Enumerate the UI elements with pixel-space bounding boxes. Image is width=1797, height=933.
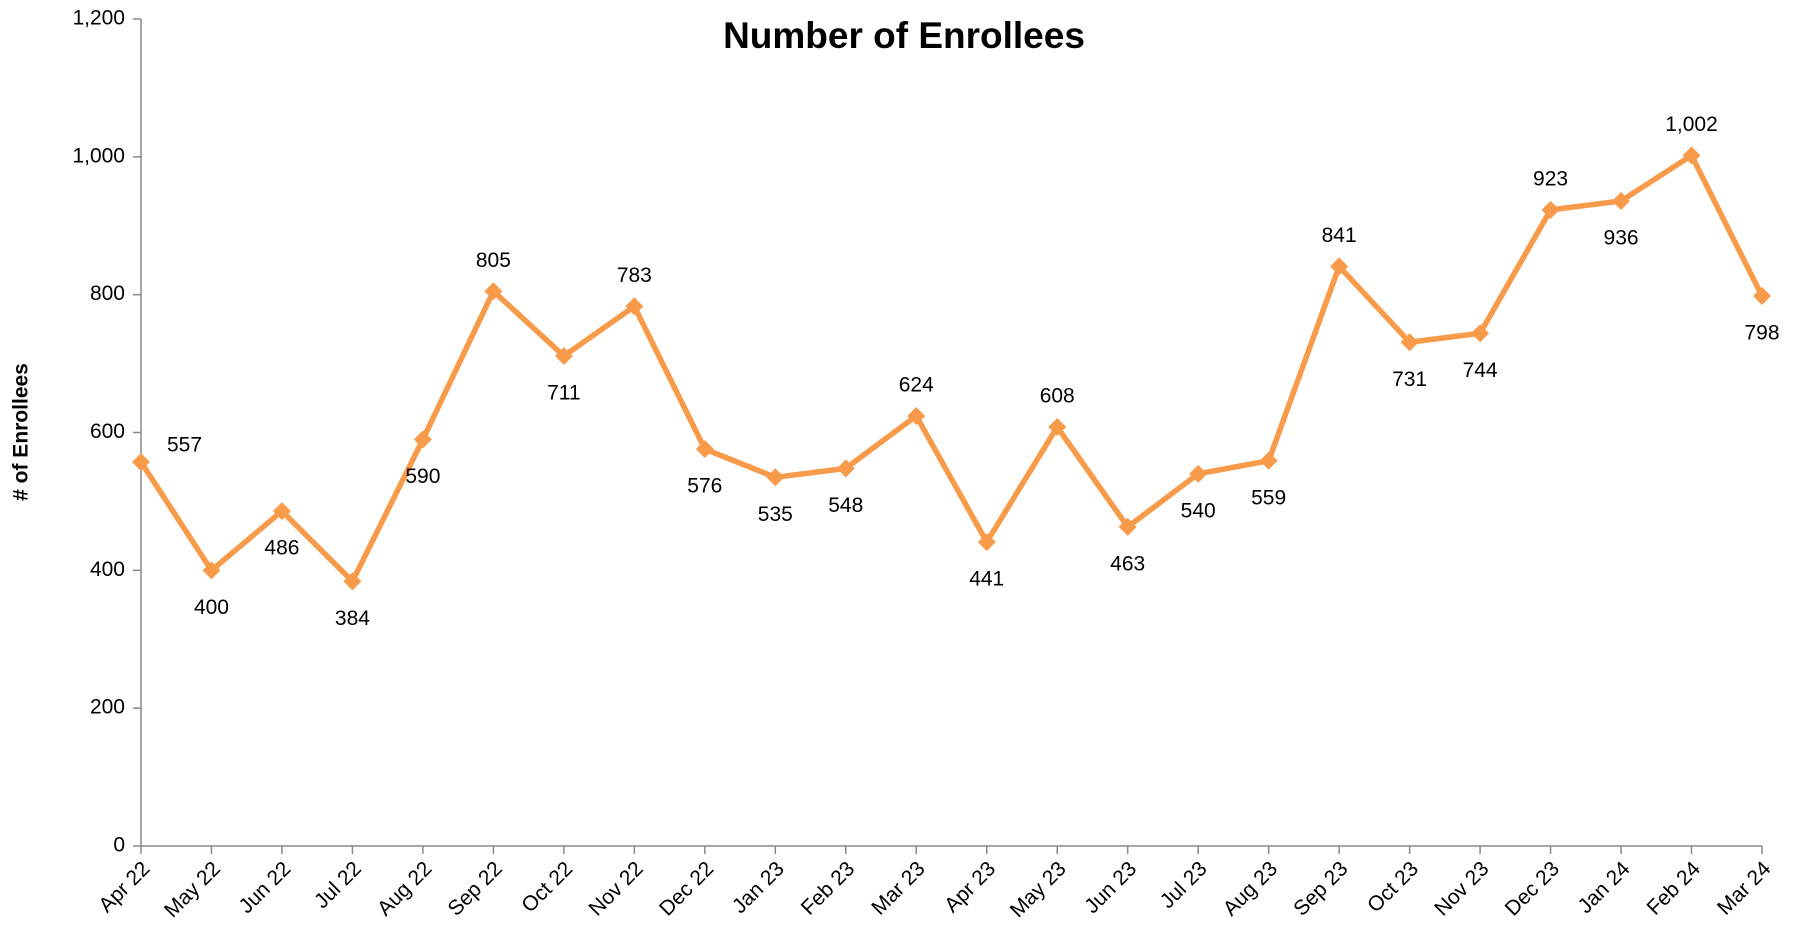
marker — [272, 502, 291, 521]
marker — [1682, 146, 1701, 165]
y-tick-label: 600 — [90, 420, 125, 443]
x-tick-label: Sep 23 — [1289, 857, 1352, 920]
marker — [343, 572, 362, 591]
data-label: 731 — [1392, 368, 1427, 391]
x-tick-label: Dec 22 — [655, 857, 718, 920]
y-tick-label: 400 — [90, 558, 125, 581]
data-label: 936 — [1604, 226, 1639, 249]
marker — [413, 430, 432, 449]
x-tick-label: Mar 24 — [1713, 857, 1776, 920]
x-tick-label: May 22 — [160, 857, 225, 922]
data-label: 923 — [1533, 167, 1568, 190]
x-tick-label: Jan 24 — [1574, 857, 1635, 918]
x-tick-label: Aug 23 — [1219, 857, 1282, 920]
marker — [1189, 464, 1208, 483]
marker — [1330, 257, 1349, 276]
data-label: 384 — [335, 607, 370, 630]
marker — [1541, 200, 1560, 219]
marker — [1471, 324, 1490, 343]
x-tick-label: Jun 22 — [235, 857, 296, 918]
marker — [766, 468, 785, 487]
x-tick-label: Jul 23 — [1156, 857, 1212, 913]
data-label: 711 — [547, 382, 580, 405]
x-tick-label: Jun 23 — [1080, 857, 1141, 918]
x-tick-label: May 23 — [1006, 857, 1071, 922]
y-tick-label: 0 — [113, 834, 125, 857]
y-axis-label: # of Enrollees — [10, 363, 33, 501]
data-label: 624 — [899, 374, 934, 397]
x-tick-label: Mar 23 — [867, 857, 929, 919]
x-tick-label: Dec 23 — [1501, 857, 1564, 920]
marker — [554, 347, 573, 366]
marker — [1259, 451, 1278, 470]
x-tick-label: Feb 23 — [797, 857, 860, 920]
marker — [1118, 517, 1137, 536]
y-tick-label: 1,000 — [72, 144, 125, 167]
data-label: 1,002 — [1665, 113, 1718, 136]
marker — [132, 453, 150, 472]
x-tick-label: Aug 22 — [373, 857, 436, 920]
x-tick-label: Sep 22 — [444, 857, 507, 920]
data-label: 559 — [1251, 486, 1286, 509]
data-label: 486 — [264, 537, 299, 560]
marker — [1612, 191, 1631, 210]
marker — [202, 561, 221, 580]
marker — [1400, 333, 1419, 352]
x-tick-label: Apr 22 — [94, 857, 154, 917]
marker — [1048, 417, 1067, 436]
data-label: 557 — [167, 434, 202, 457]
chart-title: Number of Enrollees — [723, 15, 1085, 56]
data-label: 590 — [405, 465, 440, 488]
marker — [1753, 287, 1771, 306]
x-tick-label: Feb 24 — [1642, 857, 1705, 920]
data-label: 841 — [1322, 224, 1357, 247]
data-label: 548 — [828, 494, 863, 517]
x-tick-label: Nov 23 — [1430, 857, 1493, 920]
x-tick-label: Oct 23 — [1363, 857, 1423, 917]
marker — [977, 533, 996, 552]
marker — [484, 282, 503, 301]
data-label: 798 — [1744, 322, 1779, 345]
x-tick-label: Nov 22 — [584, 857, 647, 920]
x-tick-label: Jul 22 — [310, 857, 366, 913]
y-tick-label: 200 — [90, 696, 125, 719]
data-label: 441 — [969, 568, 1004, 591]
data-label: 540 — [1181, 499, 1216, 522]
data-label: 608 — [1040, 385, 1075, 408]
data-label: 576 — [687, 475, 722, 498]
series-line — [138, 152, 1765, 585]
data-label: 400 — [194, 596, 229, 619]
data-label: 463 — [1110, 552, 1145, 575]
y-tick-label: 1,200 — [72, 7, 125, 30]
marker — [907, 406, 926, 425]
x-tick-label: Apr 23 — [940, 857, 1000, 917]
y-tick-label: 800 — [90, 282, 125, 305]
marker — [836, 459, 855, 478]
x-tick-label: Jan 23 — [728, 857, 789, 918]
x-tick-label: Oct 22 — [517, 857, 577, 917]
marker — [695, 440, 714, 459]
data-label: 535 — [758, 503, 793, 526]
data-label: 805 — [476, 249, 511, 272]
data-label: 783 — [617, 264, 652, 287]
data-label: 744 — [1463, 359, 1498, 382]
marker — [625, 297, 644, 316]
